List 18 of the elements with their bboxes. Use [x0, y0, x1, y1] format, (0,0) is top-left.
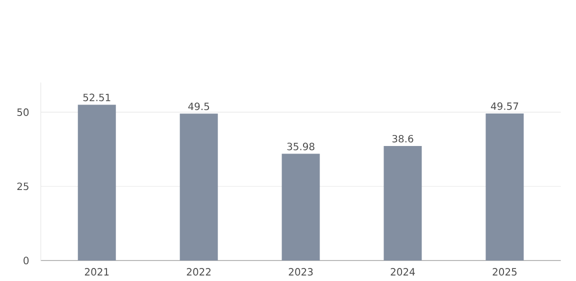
bar — [282, 154, 320, 261]
x-tick-label: 2021 — [84, 268, 109, 276]
bar — [180, 114, 218, 261]
x-tick-label: 2022 — [186, 268, 211, 276]
data-label: 49.5 — [188, 102, 210, 110]
x-tick-label: 2023 — [288, 268, 313, 276]
data-label: 52.51 — [83, 94, 110, 102]
bar — [384, 146, 422, 261]
x-tick-label: 2025 — [492, 268, 517, 276]
x-tick-label: 2024 — [390, 268, 415, 276]
y-tick-label: 25 — [17, 182, 28, 190]
y-tick-label: 0 — [24, 256, 29, 264]
data-label: 35.98 — [287, 142, 314, 150]
y-tick-label: 50 — [17, 108, 29, 116]
data-label: 49.57 — [490, 102, 518, 110]
bar — [78, 104, 116, 261]
bar — [486, 113, 524, 261]
data-label: 38.6 — [392, 134, 414, 142]
